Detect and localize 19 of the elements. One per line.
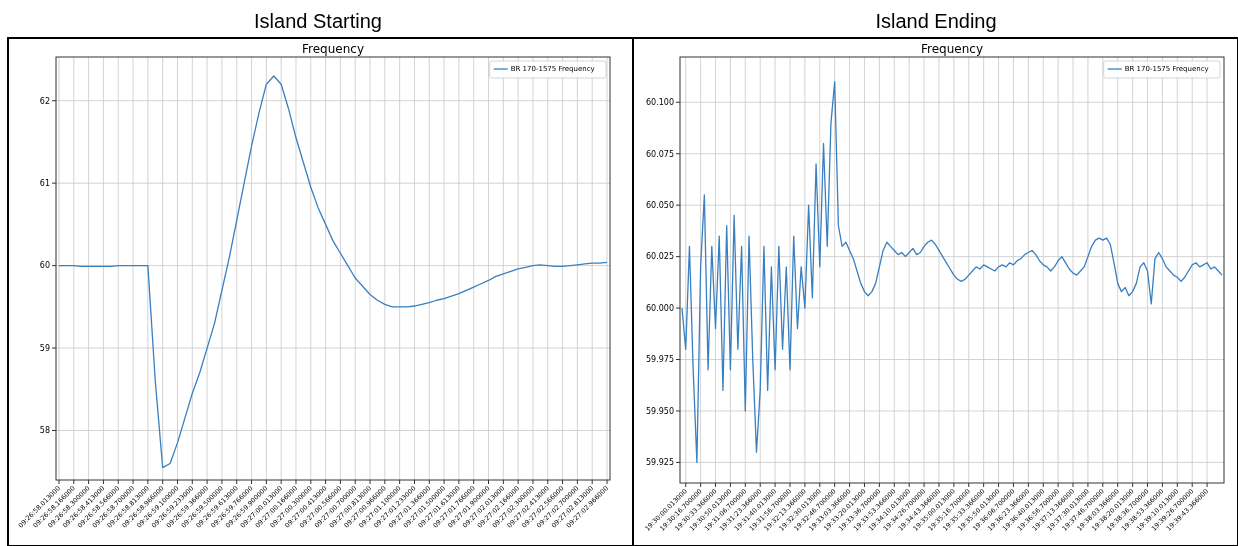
y-tick-label: 58 [39, 426, 50, 436]
y-tick-label: 60 [39, 261, 50, 271]
line-series [58, 75, 608, 469]
chart-title: Island Starting [254, 10, 382, 32]
chart-subtitle: Frequency [921, 42, 983, 56]
y-tick-label: 62 [39, 96, 50, 106]
y-tick-label: 59.975 [646, 355, 674, 365]
y-tick-label: 60.050 [646, 200, 674, 210]
chart-subtitle: Frequency [302, 42, 364, 56]
y-tick-label: 59 [39, 343, 50, 353]
chart-title: Island Ending [875, 10, 997, 32]
y-tick-label: 60.025 [646, 252, 674, 262]
y-tick-label: 59.925 [646, 458, 674, 468]
y-tick-label: 59.950 [646, 406, 674, 416]
y-tick-label: 61 [39, 178, 50, 188]
y-tick-label: 60.000 [646, 303, 674, 313]
y-tick-label: 60.075 [646, 149, 674, 159]
line-series [681, 81, 1223, 464]
y-tick-label: 60.100 [646, 98, 674, 108]
